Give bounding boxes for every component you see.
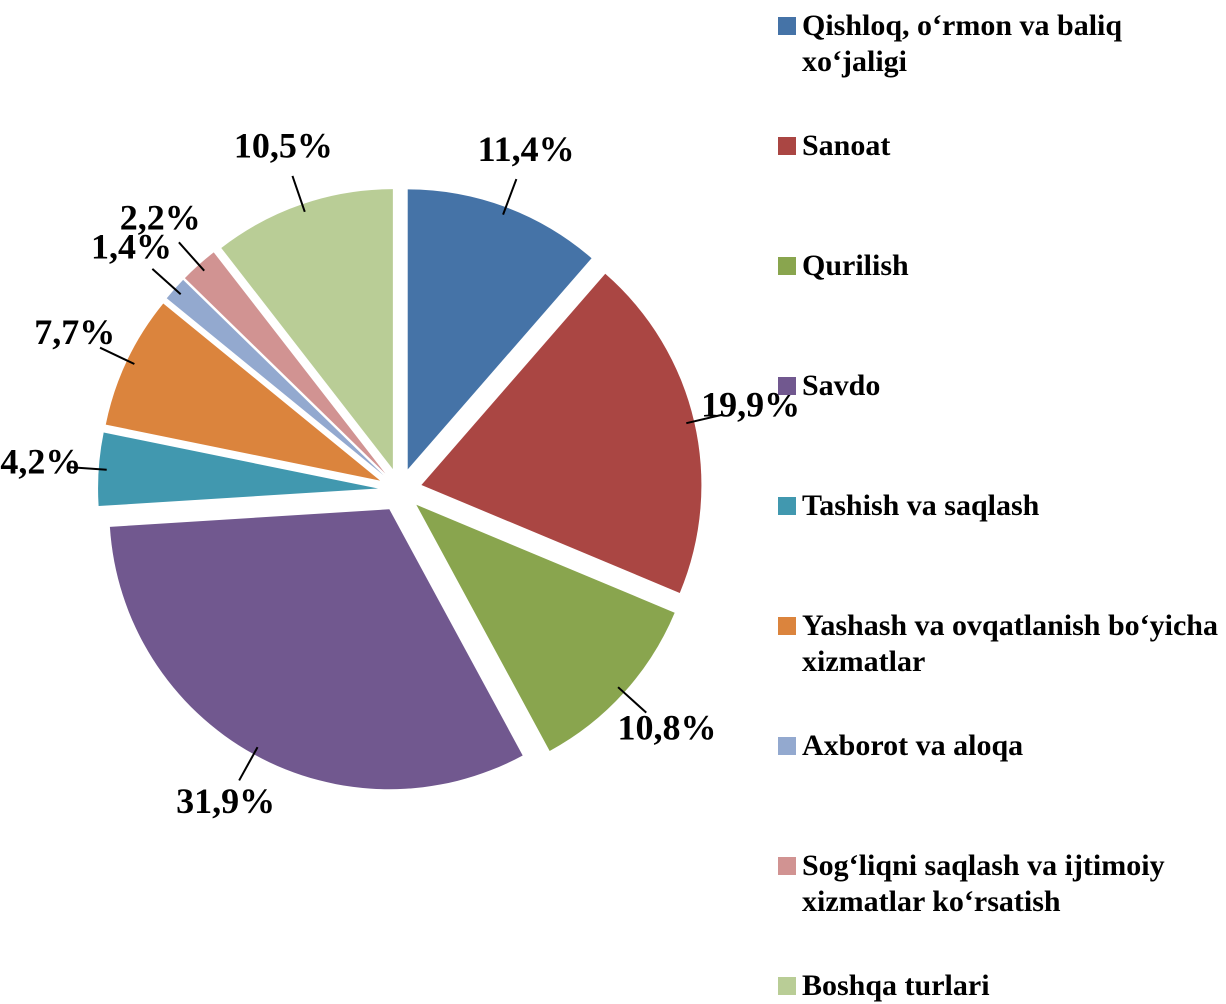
leader-line	[502, 178, 518, 216]
pie-slice	[221, 189, 393, 470]
data-label: 11,4%	[478, 129, 575, 169]
legend-label: Axborot va aloqa	[802, 729, 1024, 762]
legend-entry: Axborot va aloqa	[778, 728, 1223, 764]
legend-entry: Boshqa turlari	[778, 968, 1223, 1004]
data-label: 2,2%	[120, 198, 201, 238]
legend-swatch	[778, 377, 796, 395]
data-label: 4,2%	[0, 441, 81, 481]
legend-entry: Qurilish	[778, 248, 1223, 284]
legend-swatch	[778, 617, 796, 635]
data-label: 1,4%	[91, 227, 172, 267]
pie-slice	[166, 279, 384, 476]
legend-label: Sanoat	[802, 129, 891, 162]
legend-entry: Sanoat	[778, 128, 1223, 164]
legend-swatch	[778, 857, 796, 875]
leader-line	[151, 268, 182, 295]
data-label: 7,7%	[34, 312, 115, 352]
legend-swatch	[778, 977, 796, 995]
leader-line	[68, 466, 107, 471]
pie-slice	[105, 303, 381, 481]
data-label: 10,8%	[618, 708, 717, 748]
leader-line	[238, 746, 259, 781]
pie-slice	[184, 252, 386, 474]
pie-slice	[109, 509, 523, 790]
pie-slice	[98, 432, 379, 507]
legend-entry: Yashash va ovqatlanish bo‘yicha xizmatla…	[778, 608, 1223, 680]
legend-swatch	[778, 257, 796, 275]
legend-label: Sog‘liqni saqlash va ijtimoiy xizmatlar …	[802, 849, 1165, 918]
data-label: 31,9%	[176, 781, 275, 821]
legend-label: Qurilish	[802, 249, 909, 282]
pie-slice	[416, 504, 675, 751]
legend-entry: Tashish va saqlash	[778, 488, 1223, 524]
legend-label: Savdo	[802, 369, 881, 402]
leader-line	[686, 413, 724, 425]
leader-line	[617, 686, 647, 714]
legend-entry: Savdo	[778, 368, 1223, 404]
legend-entry: Sog‘liqni saqlash va ijtimoiy xizmatlar …	[778, 848, 1223, 920]
leader-line	[99, 346, 135, 365]
legend-label: Qishloq, o‘rmon va baliq xo‘jaligi	[802, 9, 1123, 78]
legend-label: Boshqa turlari	[802, 969, 990, 1002]
leader-line	[291, 175, 306, 213]
legend-swatch	[778, 737, 796, 755]
pie-slice	[421, 273, 702, 593]
legend-swatch	[778, 17, 796, 35]
legend-swatch	[778, 137, 796, 155]
legend-label: Tashish va saqlash	[802, 489, 1040, 522]
legend-label: Yashash va ovqatlanish bo‘yicha xizmatla…	[802, 609, 1218, 678]
legend-swatch	[778, 497, 796, 515]
leader-line	[178, 241, 205, 272]
data-label: 10,5%	[234, 126, 333, 166]
pie-slice	[407, 189, 592, 470]
legend-entry: Qishloq, o‘rmon va baliq xo‘jaligi	[778, 8, 1223, 80]
